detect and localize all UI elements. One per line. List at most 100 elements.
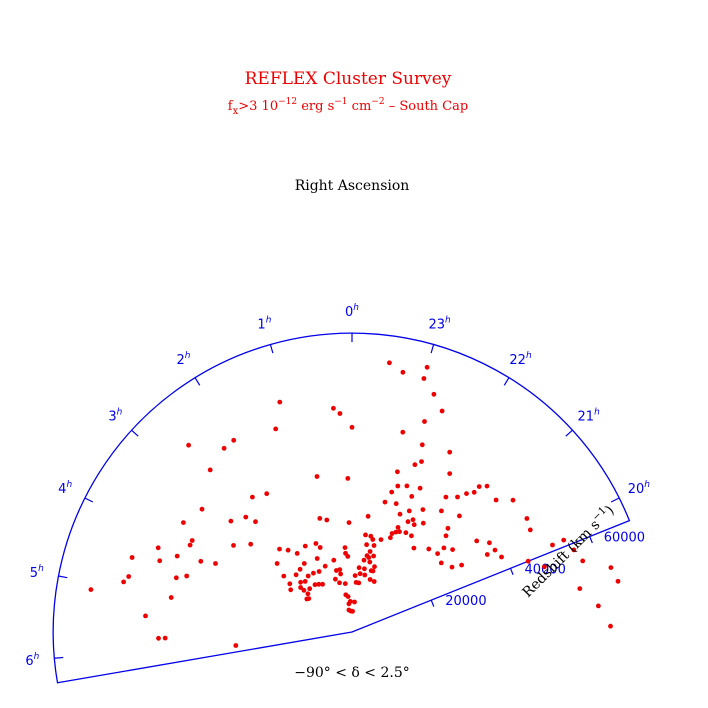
ra-tick-label-23: 23h [428, 315, 451, 332]
cluster-point [198, 558, 204, 564]
cluster-point [357, 571, 363, 577]
cluster-point [361, 557, 367, 563]
cluster-point [397, 511, 403, 517]
cluster-point [311, 570, 316, 576]
cluster-point [174, 553, 180, 559]
cluster-point [250, 494, 255, 500]
cluster-point [397, 529, 402, 535]
cluster-point [157, 558, 163, 564]
ra-tick-label-20: 20h [628, 480, 651, 497]
cluster-point [371, 553, 376, 559]
cluster-point [420, 507, 426, 512]
cluster-point [207, 467, 213, 473]
cluster-point [316, 569, 322, 574]
cluster-point [409, 533, 414, 539]
redshift-tick-label-60000: 60000 [604, 530, 645, 545]
cluster-point [372, 564, 377, 570]
cluster-point [419, 442, 425, 448]
cluster-point [213, 561, 218, 566]
cluster-point [337, 580, 342, 586]
cluster-point [320, 581, 325, 587]
declination-note: −90° < δ < 2.5° [294, 665, 410, 681]
cluster-point [395, 469, 400, 475]
redshift-axis-label: Redshift (km s−1) [518, 501, 618, 601]
cluster-point [409, 494, 415, 499]
cluster-point [356, 565, 362, 571]
cluster-point [277, 546, 282, 552]
cluster-point [371, 543, 377, 548]
cluster-point [443, 494, 449, 500]
cluster-point [403, 530, 409, 536]
cluster-point [317, 545, 323, 550]
cluster-point [362, 572, 368, 578]
cluster-point [400, 369, 406, 375]
cluster-point [287, 581, 293, 587]
cluster-point [350, 608, 355, 614]
cluster-point [424, 364, 430, 370]
cluster-point [571, 547, 577, 553]
cluster-point [322, 563, 328, 569]
cluster-point [338, 571, 343, 577]
ra-tick-21 [565, 429, 573, 437]
cluster-point [293, 572, 299, 578]
cluster-point [285, 547, 291, 553]
cluster-point [343, 550, 348, 556]
redshift-tick-label-40000: 40000 [524, 562, 565, 577]
cluster-point [457, 513, 462, 519]
redshift-tick-label-20000: 20000 [445, 594, 486, 609]
redshift-tick-20000 [430, 599, 435, 607]
cluster-point [281, 573, 287, 579]
cluster-point [129, 555, 135, 560]
cluster-point [395, 483, 401, 489]
cluster-point [422, 419, 427, 424]
cluster-point [173, 575, 179, 581]
ra-tick-label-3: 3h [108, 407, 122, 424]
cluster-point [316, 581, 322, 587]
cluster-point [221, 445, 227, 451]
ra-tick-label-21: 21h [578, 407, 601, 424]
ra-tick-label-6: 6h [25, 652, 39, 669]
cluster-point [484, 483, 490, 489]
cluster-point [301, 587, 307, 593]
cluster-point [447, 471, 453, 476]
cluster-point [352, 573, 358, 578]
cluster-point [312, 582, 318, 588]
cluster-point [307, 586, 313, 592]
cluster-point [510, 497, 516, 503]
cluster-point [364, 553, 370, 559]
cluster-point [363, 532, 368, 538]
cluster-point [228, 518, 234, 524]
cluster-point [88, 587, 94, 592]
cluster-point [459, 562, 464, 568]
cluster-point [439, 508, 444, 514]
cluster-point [615, 578, 621, 584]
cluster-point [331, 405, 336, 411]
cluster-point [525, 558, 531, 564]
cluster-point [168, 595, 174, 600]
ra-tick-23 [430, 344, 435, 354]
cluster-point [389, 531, 395, 536]
cluster-point [393, 501, 399, 507]
cluster-point [352, 599, 357, 605]
cluster-point [314, 556, 320, 561]
chart-title: REFLEX Cluster Survey [245, 69, 452, 89]
cluster-point [395, 525, 401, 530]
cluster-point [412, 462, 418, 468]
cluster-point [499, 554, 504, 560]
cluster-point [378, 537, 384, 542]
cluster-point [324, 517, 330, 523]
ra-tick-label-5: 5h [30, 564, 44, 581]
wedge-outline [52, 332, 631, 684]
cluster-point [334, 568, 339, 573]
cluster-point [542, 564, 547, 570]
redshift-tick-40000 [509, 568, 514, 576]
cluster-point [405, 519, 411, 525]
cluster-point [346, 520, 352, 525]
cluster-point [337, 411, 343, 416]
cluster-point [411, 522, 417, 528]
cluster-point [304, 596, 310, 602]
cluster-point [274, 561, 280, 566]
cluster-point [342, 581, 348, 586]
